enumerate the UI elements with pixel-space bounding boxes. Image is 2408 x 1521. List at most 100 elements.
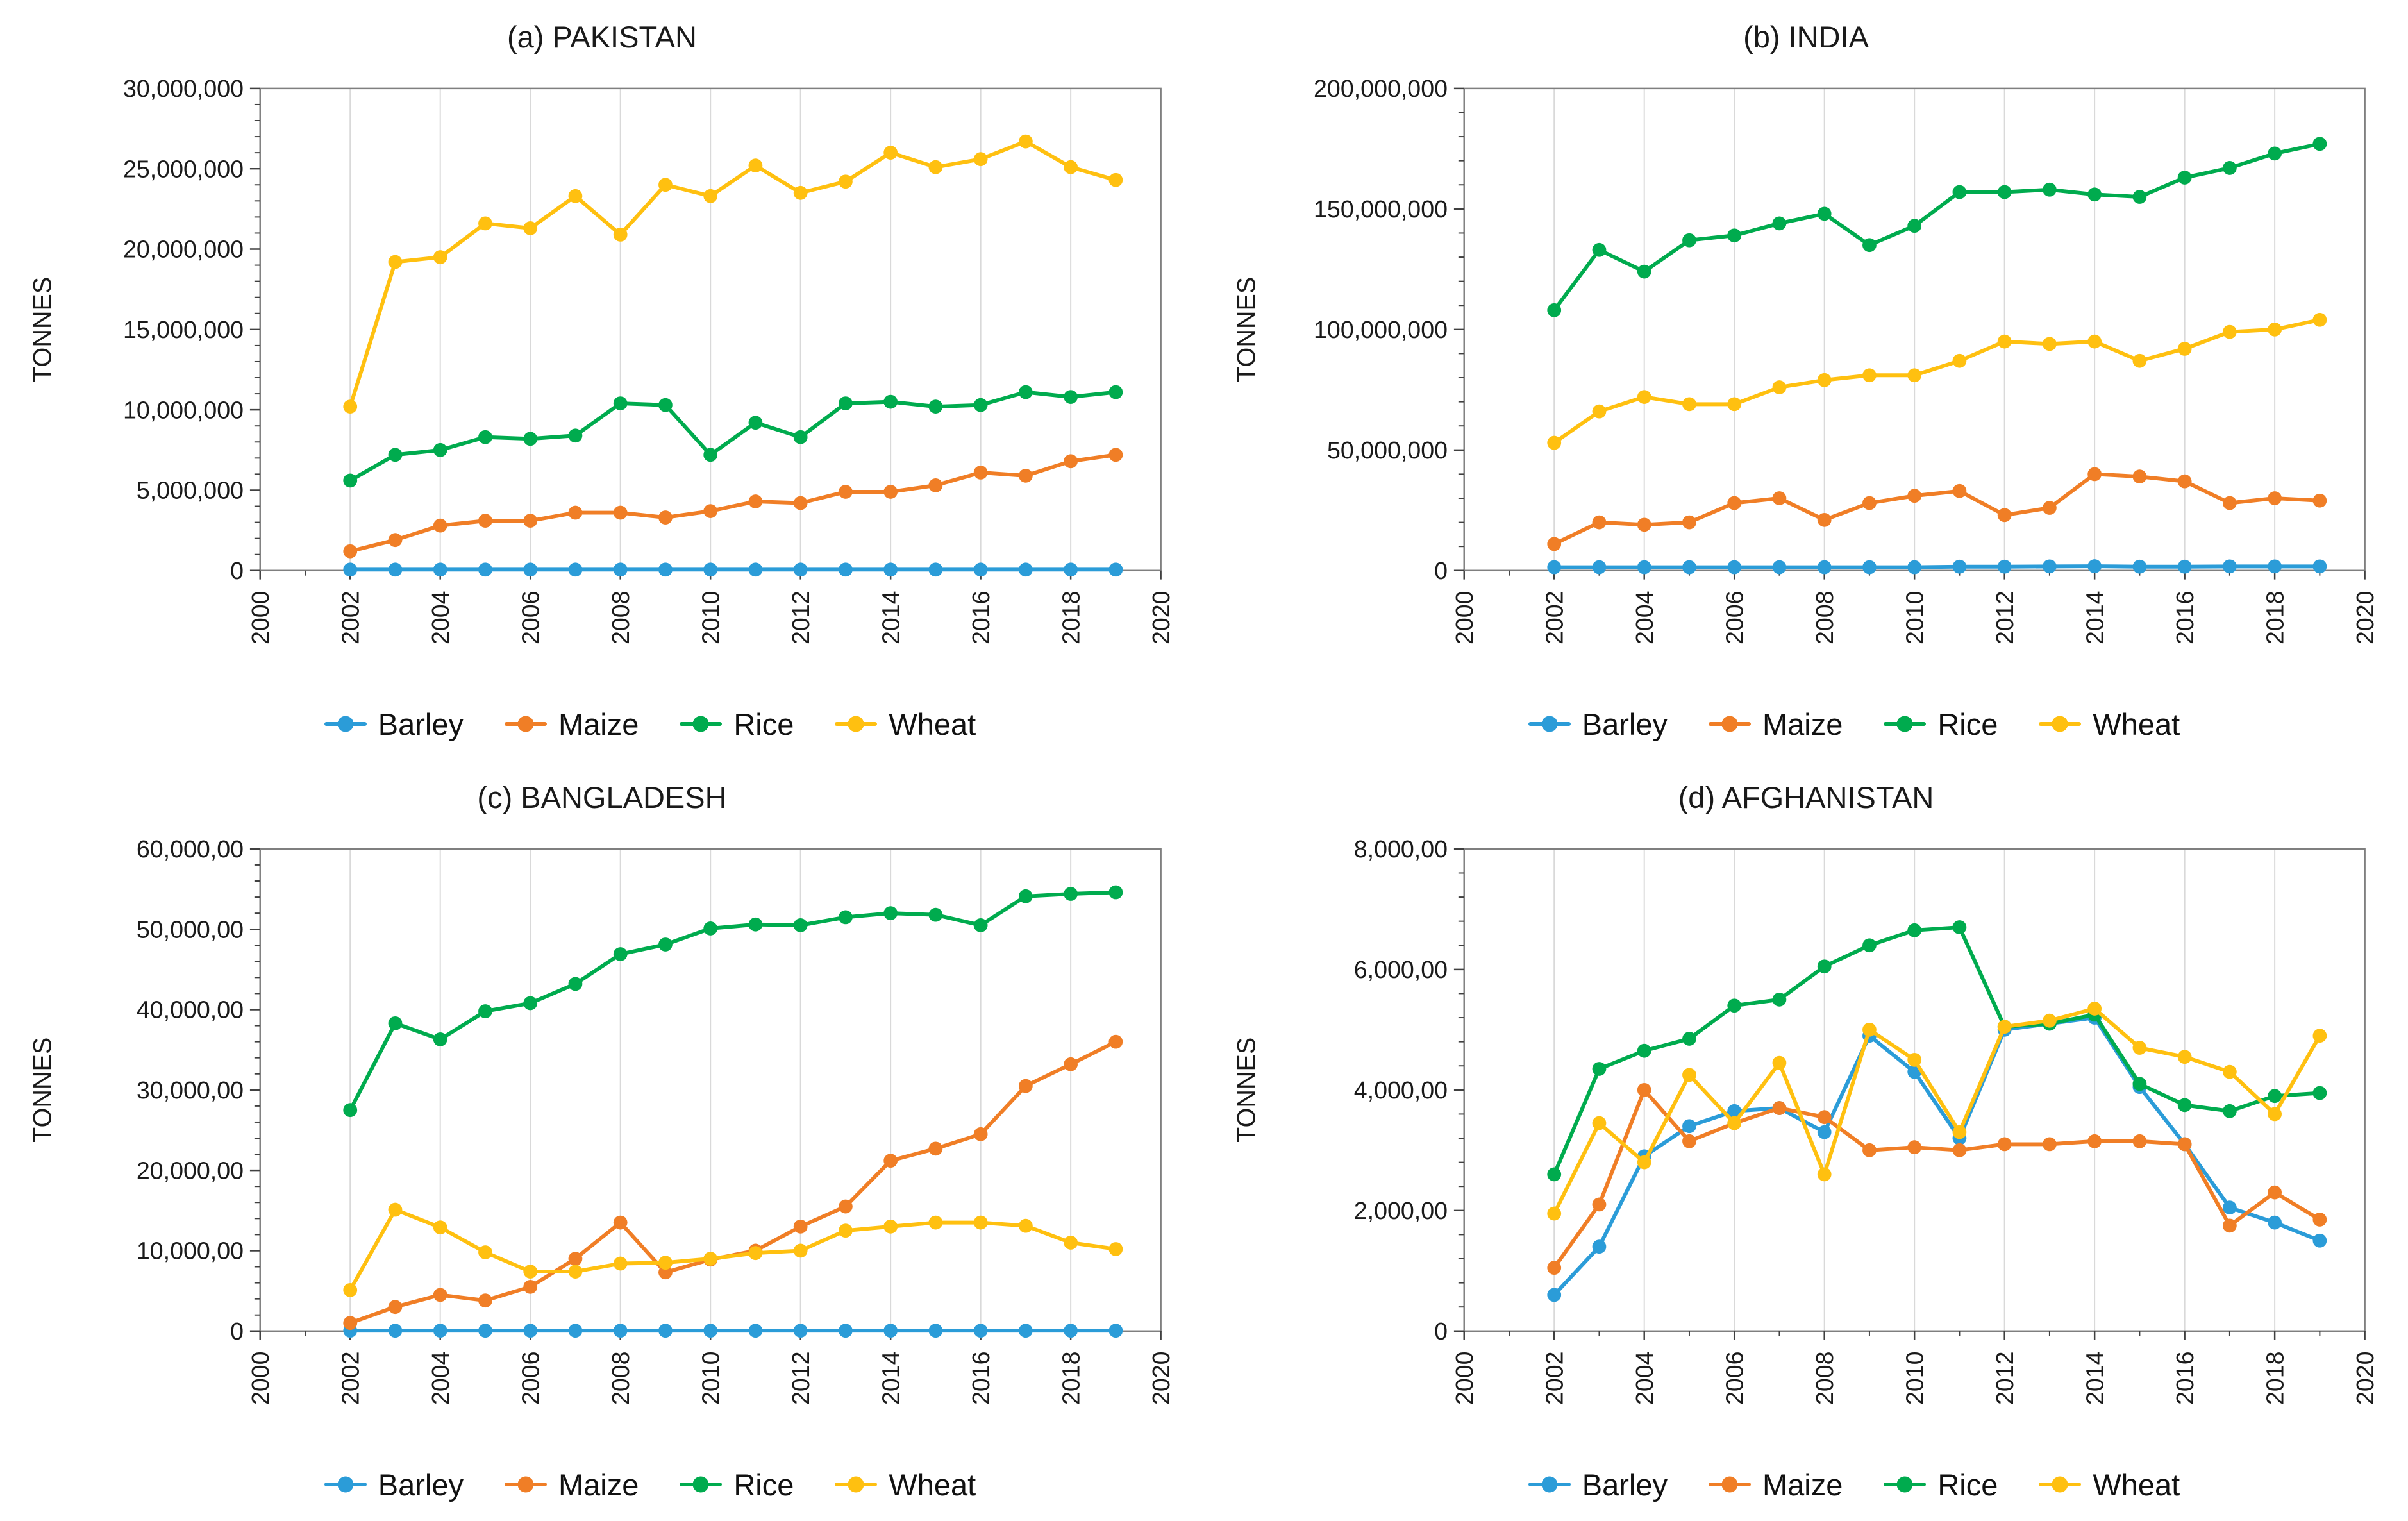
data-point-barley bbox=[388, 1324, 403, 1338]
data-point-rice bbox=[1997, 185, 2012, 199]
data-point-wheat bbox=[2223, 324, 2237, 339]
data-point-barley bbox=[928, 1324, 943, 1338]
data-point-wheat bbox=[2223, 1064, 2237, 1079]
data-point-barley bbox=[2177, 559, 2192, 574]
y-tick-label: 20,000,000 bbox=[123, 236, 244, 263]
data-point-maize bbox=[928, 1141, 943, 1156]
series-line-wheat bbox=[1552, 1007, 2322, 1216]
data-point-wheat bbox=[2132, 1041, 2147, 1055]
data-point-barley bbox=[1907, 560, 1922, 575]
chart-svg-afghanistan: 0 2,000,00 4,000,00 6,000,00 8,000,00 2000 200… bbox=[1232, 836, 2379, 1405]
y-axis-label: TONNES bbox=[28, 277, 56, 382]
legend-label-rice: Rice bbox=[1937, 1467, 1998, 1502]
data-point-rice bbox=[2312, 1086, 2327, 1100]
data-point-maize bbox=[433, 518, 447, 533]
data-point-maize bbox=[1637, 1082, 1651, 1097]
data-point-rice bbox=[2132, 190, 2147, 204]
x-tick-label: 2004 bbox=[427, 1351, 454, 1405]
data-point-barley bbox=[1547, 560, 1562, 575]
legend-item-rice: Rice bbox=[680, 707, 794, 742]
data-point-rice bbox=[928, 907, 943, 922]
data-point-rice bbox=[2312, 137, 2327, 151]
y-tick-label: 30,000,000 bbox=[123, 75, 244, 102]
data-point-maize bbox=[883, 1154, 898, 1168]
chart-svg-india: 0 50,000,000 100,000,000 150,000,000 200,000… bbox=[1232, 75, 2379, 644]
data-point-barley bbox=[748, 562, 763, 577]
legend-dot-icon bbox=[848, 1476, 864, 1493]
legend-marker-maize bbox=[1708, 1476, 1751, 1493]
data-point-maize bbox=[568, 505, 583, 520]
legend-marker-wheat bbox=[835, 716, 878, 732]
data-point-barley bbox=[478, 562, 492, 577]
data-point-wheat bbox=[2312, 312, 2327, 327]
data-point-barley bbox=[2223, 559, 2237, 574]
data-point-maize bbox=[2312, 493, 2327, 508]
chart-canvas-bangladesh: 0 10,000,00 20,000,00 30,000,00 40,000,00 50,… bbox=[6, 823, 1198, 1455]
data-point-wheat bbox=[1547, 435, 1562, 450]
data-point-wheat bbox=[1727, 1116, 1742, 1130]
legend-dot-icon bbox=[337, 1476, 354, 1493]
x-tick-label: 2010 bbox=[697, 1351, 724, 1405]
legend-dot-icon bbox=[2052, 716, 2068, 732]
x-tick-label: 2016 bbox=[967, 1351, 994, 1405]
data-point-barley bbox=[1997, 559, 2012, 574]
data-point-wheat bbox=[1637, 1155, 1651, 1170]
data-point-wheat bbox=[568, 189, 583, 203]
chart-canvas-afghanistan: 0 2,000,00 4,000,00 6,000,00 8,000,00 2000 200… bbox=[1210, 823, 2402, 1455]
legend-dot-icon bbox=[517, 1476, 534, 1493]
data-point-barley bbox=[1727, 560, 1742, 575]
legend-item-barley: Barley bbox=[324, 707, 464, 742]
legend-label-maize: Maize bbox=[558, 707, 639, 741]
data-point-wheat bbox=[523, 221, 538, 235]
y-tick-label: 40,000,00 bbox=[137, 996, 244, 1023]
data-point-rice bbox=[1907, 219, 1922, 233]
data-point-barley bbox=[703, 1324, 718, 1338]
series-line-maize bbox=[1552, 1088, 2322, 1270]
series-line-rice bbox=[1552, 142, 2322, 312]
data-point-rice bbox=[568, 428, 583, 443]
data-point-maize bbox=[1637, 517, 1651, 532]
data-point-wheat bbox=[613, 1256, 628, 1271]
y-tick-label: 200,000,000 bbox=[1314, 75, 1448, 102]
legend-marker-barley bbox=[1528, 716, 1571, 732]
data-point-barley bbox=[433, 1324, 447, 1338]
data-point-barley bbox=[1108, 1324, 1123, 1338]
data-point-maize bbox=[928, 478, 943, 492]
data-point-maize bbox=[2132, 469, 2147, 484]
chart-legend-afghanistan: Barley Maize Rice Wheat bbox=[1210, 1455, 2402, 1514]
x-tick-label: 2018 bbox=[1057, 1351, 1084, 1405]
legend-dot-icon bbox=[1896, 1476, 1913, 1493]
x-tick-label: 2002 bbox=[1541, 1351, 1568, 1405]
data-point-wheat bbox=[883, 146, 898, 160]
chart-svg-bangladesh: 0 10,000,00 20,000,00 30,000,00 40,000,00 50,… bbox=[28, 836, 1175, 1405]
data-point-rice bbox=[1637, 264, 1651, 279]
series-line-rice bbox=[348, 390, 1118, 483]
data-point-maize bbox=[883, 485, 898, 499]
data-point-maize bbox=[2177, 474, 2192, 489]
data-point-wheat bbox=[1108, 1242, 1123, 1256]
x-tick-label: 2012 bbox=[787, 591, 814, 644]
legend-label-wheat: Wheat bbox=[889, 707, 976, 741]
x-tick-label: 2020 bbox=[1148, 591, 1175, 644]
data-point-barley bbox=[1772, 560, 1787, 575]
x-tick-label: 2018 bbox=[2261, 591, 2288, 644]
data-point-maize bbox=[1547, 1261, 1562, 1275]
data-point-barley bbox=[568, 1324, 583, 1338]
data-point-rice bbox=[388, 448, 403, 462]
x-tick-label: 2014 bbox=[877, 1351, 904, 1405]
data-point-maize bbox=[2043, 1137, 2057, 1152]
data-point-maize bbox=[973, 466, 988, 480]
data-point-wheat bbox=[748, 158, 763, 173]
data-point-rice bbox=[703, 921, 718, 936]
data-point-wheat bbox=[2268, 1107, 2282, 1122]
data-point-wheat bbox=[1064, 160, 1078, 174]
data-point-wheat bbox=[613, 228, 628, 242]
data-point-maize bbox=[1907, 489, 1922, 503]
data-point-barley bbox=[883, 1324, 898, 1338]
data-point-rice bbox=[478, 1004, 492, 1018]
data-point-rice bbox=[2132, 1077, 2147, 1091]
series-line-wheat bbox=[1552, 317, 2322, 445]
legend-dot-icon bbox=[848, 716, 864, 732]
data-point-barley bbox=[1064, 1324, 1078, 1338]
data-point-maize bbox=[1547, 537, 1562, 551]
